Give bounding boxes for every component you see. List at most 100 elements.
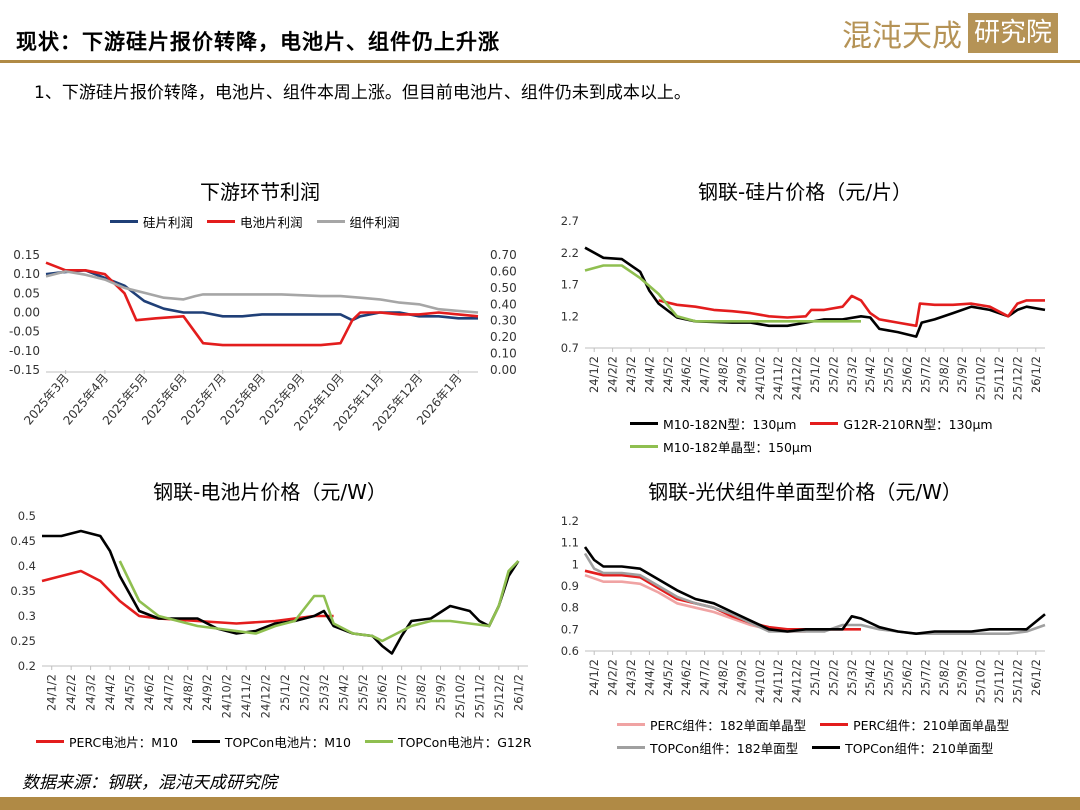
y-tick-label: 0.25 <box>10 634 36 648</box>
x-tick-label: 25/9/2 <box>955 659 969 696</box>
x-tick-label: 24/5/2 <box>661 659 675 696</box>
y-tick-label: -0.10 <box>9 344 40 358</box>
legend-item: PERC电池片：M10 <box>36 732 178 751</box>
x-tick-label: 24/2/2 <box>606 356 620 393</box>
x-tick-label: 24/10/2 <box>753 356 767 400</box>
chart-plot-module: 0.6 0.7 0.8 0.9 1 1.1 1.2 24/1/2 24/2/2 24/3/2 24/… <box>561 514 1046 703</box>
x-tick-label: 25/4/2 <box>336 674 350 711</box>
x-tick-label: 25/1/2 <box>808 659 822 696</box>
x-tick-label: 24/12/2 <box>259 674 273 718</box>
x-tick-label: 25/2/2 <box>297 674 311 711</box>
y-tick-label: 0.3 <box>18 609 36 623</box>
legend-item: TOPCon组件：210单面型 <box>812 738 993 757</box>
x-tick-label: 24/7/2 <box>698 659 712 696</box>
series-line <box>41 569 334 625</box>
chart-legend: M10-182单晶型：150μm <box>630 437 826 456</box>
y-tick-label: -0.05 <box>9 325 40 339</box>
x-tick-label: 25/7/2 <box>918 356 932 393</box>
x-tick-label: 25/9/2 <box>955 356 969 393</box>
x-tick-label: 24/10/2 <box>220 674 234 718</box>
x-tick-label: 25/11/2 <box>992 356 1006 400</box>
logo-text: 混沌天成 <box>841 19 962 54</box>
x-tick-label: 24/11/2 <box>771 659 785 703</box>
y2-tick-label: 0.40 <box>490 297 517 311</box>
x-tick-label: 24/6/2 <box>142 674 156 711</box>
series-line <box>42 529 520 655</box>
y-tick-label: 0.00 <box>13 306 40 320</box>
y-tick-label: 0.4 <box>18 559 36 573</box>
x-tick-label: 24/4/2 <box>642 659 656 696</box>
x-tick-label: 25/7/2 <box>918 659 932 696</box>
chart-panel-profit: 下游环节利润 硅片利润 电池片利润 组件利润 -0.15 -0.10 -0.05 0.… <box>0 170 520 460</box>
x-tick-label: 26/1/2 <box>1029 356 1043 393</box>
legend-item: TOPCon组件：182单面型 <box>617 738 798 757</box>
x-tick-label: 24/9/2 <box>734 659 748 696</box>
x-tick-label: 25/4/2 <box>863 356 877 393</box>
x-tick-label: 26/1/2 <box>1029 659 1043 696</box>
x-tick-label: 25/5/2 <box>882 356 896 393</box>
x-tick-label: 24/2/2 <box>606 659 620 696</box>
x-tick-label: 26/1/2 <box>511 674 525 711</box>
chart-title: 钢联-硅片价格（元/片） <box>698 180 912 204</box>
header-divider <box>0 60 1080 63</box>
y-tick-label: 1.2 <box>561 514 579 528</box>
x-tick-label: 25/5/2 <box>882 659 896 696</box>
y-tick-label: 1.2 <box>561 309 579 323</box>
legend-item: M10-182单晶型：150μm <box>630 437 812 456</box>
x-tick-label: 24/11/2 <box>239 674 253 718</box>
y2-tick-label: 0.60 <box>490 264 517 278</box>
chart-plot-profit: -0.15 -0.10 -0.05 0.00 0.05 0.10 0.15 0.00 0.10 0… <box>9 248 517 433</box>
y-tick-label: 0.8 <box>561 601 579 615</box>
x-tick-label: 24/9/2 <box>200 674 214 711</box>
y2-tick-label: 0.10 <box>490 347 517 361</box>
x-tick-label: 24/8/2 <box>181 674 195 711</box>
logo: 混沌天成 研究院 <box>842 12 1058 54</box>
x-tick-label: 25/3/2 <box>845 659 859 696</box>
y-tick-label: 0.10 <box>13 267 40 281</box>
y-tick-label: 0.7 <box>561 341 579 355</box>
legend-item: G12R-210RN型：130μm <box>810 414 993 433</box>
series-line <box>583 552 1046 635</box>
chart-title: 钢联-光伏组件单面型价格（元/W） <box>648 480 962 504</box>
series-line <box>584 569 861 631</box>
x-tick-label: 24/1/2 <box>587 659 601 696</box>
y-tick-label: 0.45 <box>10 534 36 548</box>
y2-tick-label: 0.30 <box>490 314 517 328</box>
x-tick-label: 24/2/2 <box>64 674 78 711</box>
y2-tick-label: 0.20 <box>490 330 517 344</box>
page-title: 现状：下游硅片报价转降，电池片、组件仍上升涨 <box>16 30 500 54</box>
y-tick-label: 0.9 <box>561 579 579 593</box>
legend-item: 组件利润 <box>316 212 400 231</box>
x-tick-label: 25/10/2 <box>974 659 988 703</box>
x-tick-label: 25/6/2 <box>900 356 914 393</box>
y-tick-label: 0.15 <box>13 248 40 262</box>
data-source-note: 数据来源：钢联，混沌天成研究院 <box>22 773 277 793</box>
legend-item: TOPCon电池片：G12R <box>364 732 532 751</box>
x-tick-label: 25/12/2 <box>492 674 506 718</box>
x-tick-label: 25/12/2 <box>1010 659 1024 703</box>
chart-legend: PERC组件：182单面单晶型 PERC组件：210单面单晶型 <box>617 715 1023 734</box>
series-line <box>118 560 520 643</box>
legend-item: TOPCon电池片：M10 <box>191 732 351 751</box>
chart-title: 下游环节利润 <box>200 180 320 204</box>
x-tick-label: 24/12/2 <box>790 356 804 400</box>
series-line <box>45 261 479 347</box>
x-tick-label: 25/3/2 <box>317 674 331 711</box>
x-tick-label: 24/8/2 <box>716 659 730 696</box>
chart-legend: TOPCon组件：182单面型 TOPCon组件：210单面型 <box>617 738 1007 757</box>
chart-panel-module: 钢联-光伏组件单面型价格（元/W） 0.6 0.7 0.8 0.9 1 1.1 1.2 24/… <box>545 470 1065 765</box>
legend-item: M10-182N型：130μm <box>630 414 796 433</box>
y-tick-label: 2.2 <box>561 246 579 260</box>
x-tick-label: 24/11/2 <box>771 356 785 400</box>
x-tick-label: 24/4/2 <box>642 356 656 393</box>
chart-title: 钢联-电池片价格（元/W） <box>153 480 387 504</box>
chart-panel-wafer: 钢联-硅片价格（元/片） 0.7 1.2 1.7 2.2 2.7 24/1/2 24/2/2… <box>545 170 1065 460</box>
series-line <box>584 264 861 323</box>
x-tick-label: 25/2/2 <box>826 659 840 696</box>
chart-plot-wafer: 0.7 1.2 1.7 2.2 2.7 24/1/2 24/2/2 24/3/2 24/4/2 2… <box>561 214 1046 400</box>
x-tick-label: 24/1/2 <box>587 356 601 393</box>
x-tick-label: 24/6/2 <box>679 356 693 393</box>
y-tick-label: 0.7 <box>561 622 579 636</box>
x-tick-label: 25/10/2 <box>974 356 988 400</box>
x-tick-label: 25/8/2 <box>937 356 951 393</box>
